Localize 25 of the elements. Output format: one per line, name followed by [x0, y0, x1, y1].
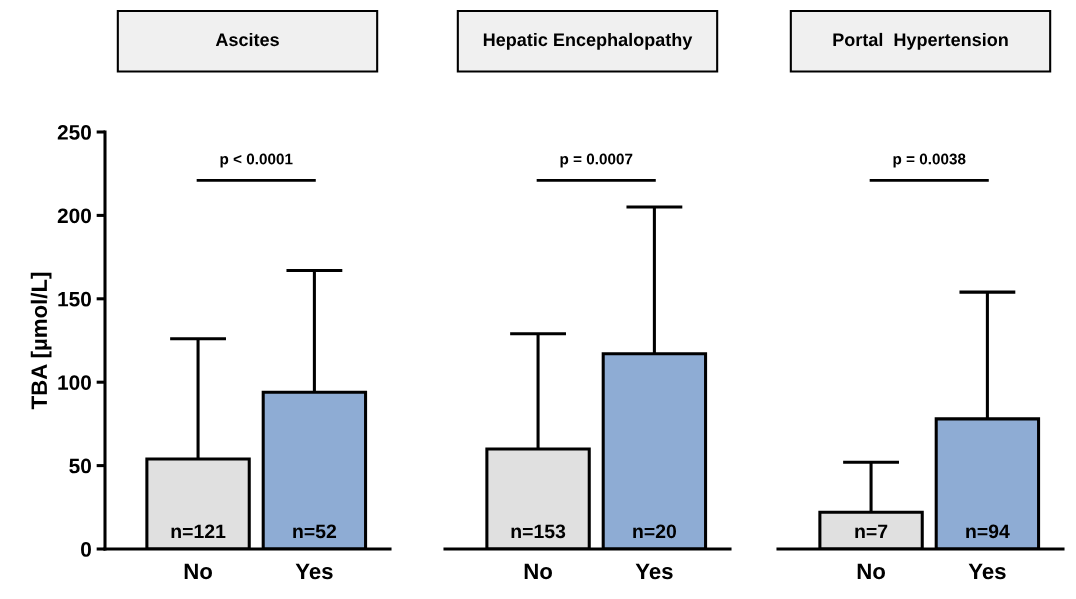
x-tick-label: Yes: [635, 563, 673, 580]
annotation: p = 0.0007: [560, 153, 633, 168]
annotation: n=20: [633, 524, 677, 539]
x-tick-label: Yes: [968, 563, 1006, 580]
y-axis-title: TBA [µmol/L]: [30, 272, 52, 410]
annotation: p < 0.0001: [220, 153, 293, 168]
y-tick-label: 250: [57, 125, 91, 140]
annotation: p = 0.0038: [893, 153, 966, 168]
x-tick-label: No: [857, 563, 885, 580]
annotation: n=94: [966, 524, 1010, 539]
y-tick-label: 200: [57, 208, 91, 224]
chart-title: Portal Hypertension: [833, 32, 1008, 50]
y-tick-label: 150: [58, 291, 91, 307]
annotation: n=121: [171, 524, 226, 539]
annotation: n=153: [511, 524, 566, 539]
annotation: n=7: [855, 524, 888, 539]
y-tick-label: 0: [81, 542, 91, 557]
x-tick-label: Yes: [295, 563, 333, 580]
x-tick-label: No: [184, 563, 212, 580]
y-tick-label: 100: [58, 375, 91, 390]
x-tick-label: No: [524, 563, 552, 580]
chart-title: Ascites: [215, 32, 279, 47]
chart-title: Hepatic Encephalopathy: [483, 32, 693, 50]
y-tick-label: 50: [69, 458, 91, 474]
annotation: n=52: [293, 524, 337, 539]
